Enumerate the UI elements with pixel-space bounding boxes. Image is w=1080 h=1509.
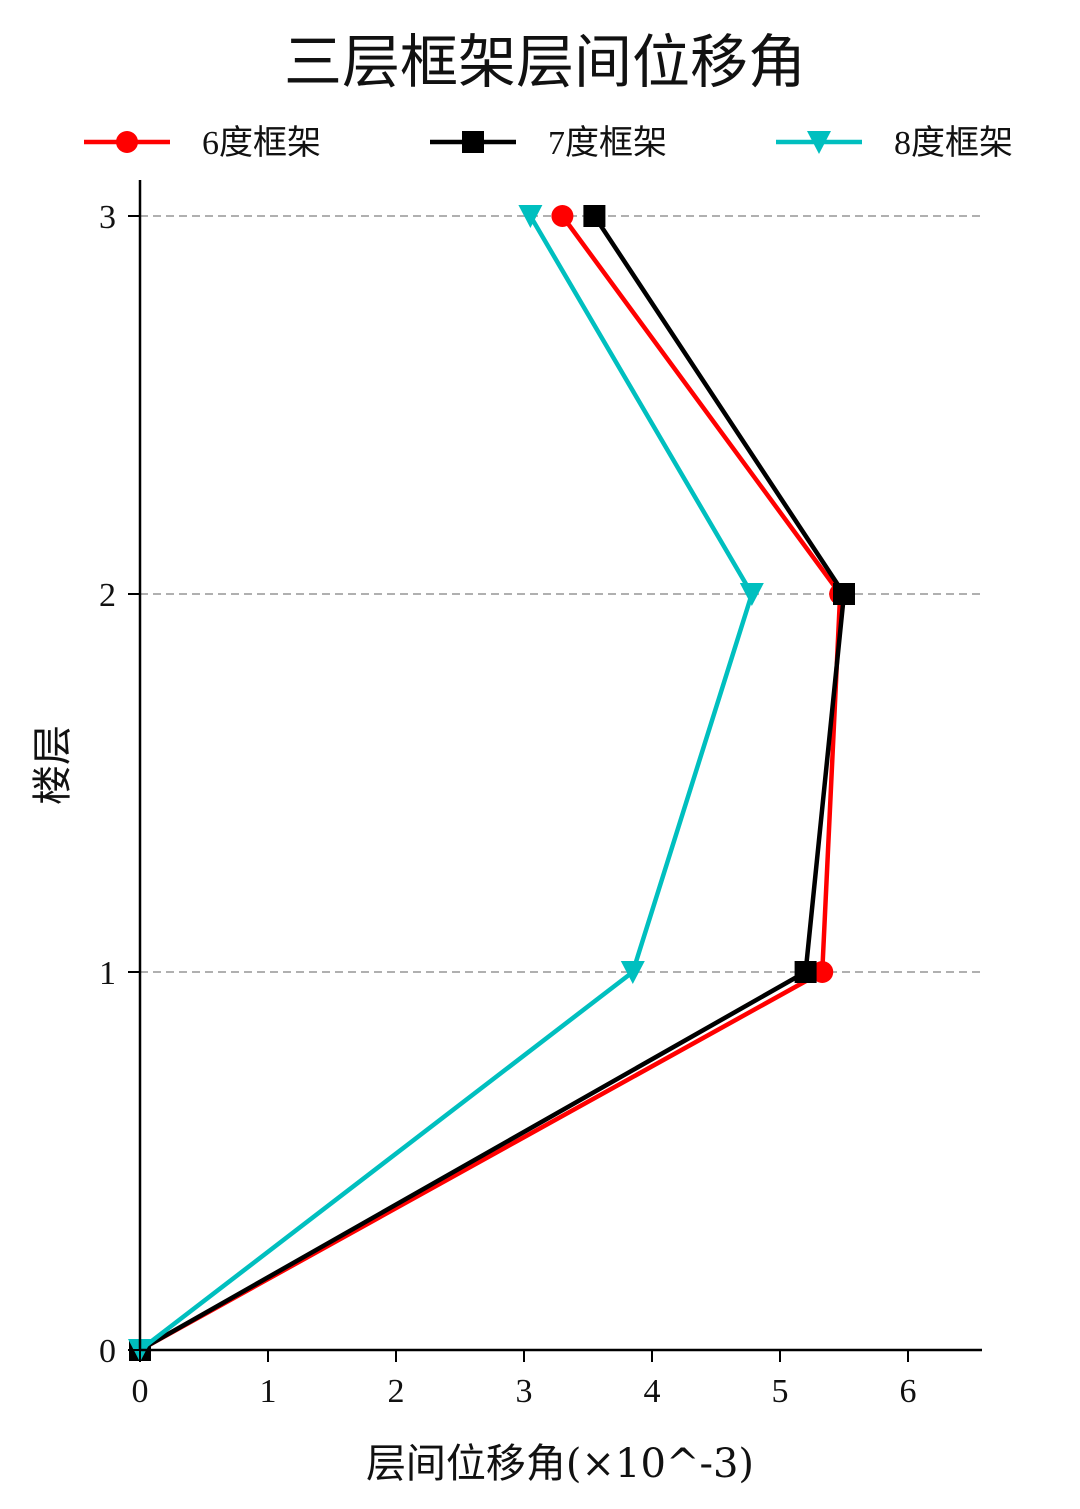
x-tick-label-2: 2 (388, 1373, 405, 1410)
data-point-2-1 (794, 961, 817, 983)
legend-marker-3 (807, 131, 831, 154)
y-axis-label: 楼层 (30, 725, 76, 805)
data-point-3-3 (518, 205, 543, 228)
data-point-3-1 (620, 961, 645, 984)
y-tick-label-2: 2 (99, 577, 116, 614)
data-point-2-2 (833, 583, 855, 605)
x-tick-label-6: 6 (900, 1373, 917, 1410)
chart-title: 三层框架层间位移角 (284, 28, 806, 96)
legend: 6度框架 7度框架 8度框架 (84, 124, 1013, 162)
legend-item-2: 7度框架 (430, 124, 667, 162)
gridlines (140, 215, 982, 973)
y-tick-label-3: 3 (99, 199, 116, 236)
x-tick-label-1: 1 (260, 1373, 277, 1410)
series-1 (129, 205, 852, 1361)
series-line-2 (138, 214, 847, 1352)
y-tick-label-0: 0 (99, 1333, 116, 1370)
data-point-1-3 (551, 205, 574, 227)
x-tick-label-0: 0 (132, 1373, 149, 1410)
data-point-1-1 (811, 961, 834, 983)
series-2 (129, 205, 855, 1361)
legend-label-2: 7度框架 (548, 124, 667, 162)
legend-item-1: 6度框架 (84, 124, 321, 162)
y-tick-label-1: 1 (99, 955, 116, 992)
x-tick-label-5: 5 (772, 1373, 789, 1410)
legend-label-3: 8度框架 (894, 124, 1013, 162)
axes: 0 1 2 3 4 5 6 0 1 2 3 (99, 180, 982, 1410)
data-point-2-3 (583, 205, 606, 227)
series-3 (128, 205, 764, 1362)
legend-label-1: 6度框架 (202, 124, 321, 162)
series-layer (128, 205, 855, 1362)
x-axis-label: 层间位移角(×10^-3) (366, 1441, 754, 1487)
legend-item-3: 8度框架 (776, 124, 1013, 162)
legend-marker-1 (116, 131, 138, 153)
series-line-3 (138, 214, 755, 1352)
x-tick-label-4: 4 (644, 1373, 661, 1410)
series-line-1 (138, 214, 843, 1352)
legend-marker-2 (462, 131, 484, 153)
data-point-3-2 (739, 583, 764, 606)
x-tick-label-3: 3 (516, 1373, 533, 1410)
